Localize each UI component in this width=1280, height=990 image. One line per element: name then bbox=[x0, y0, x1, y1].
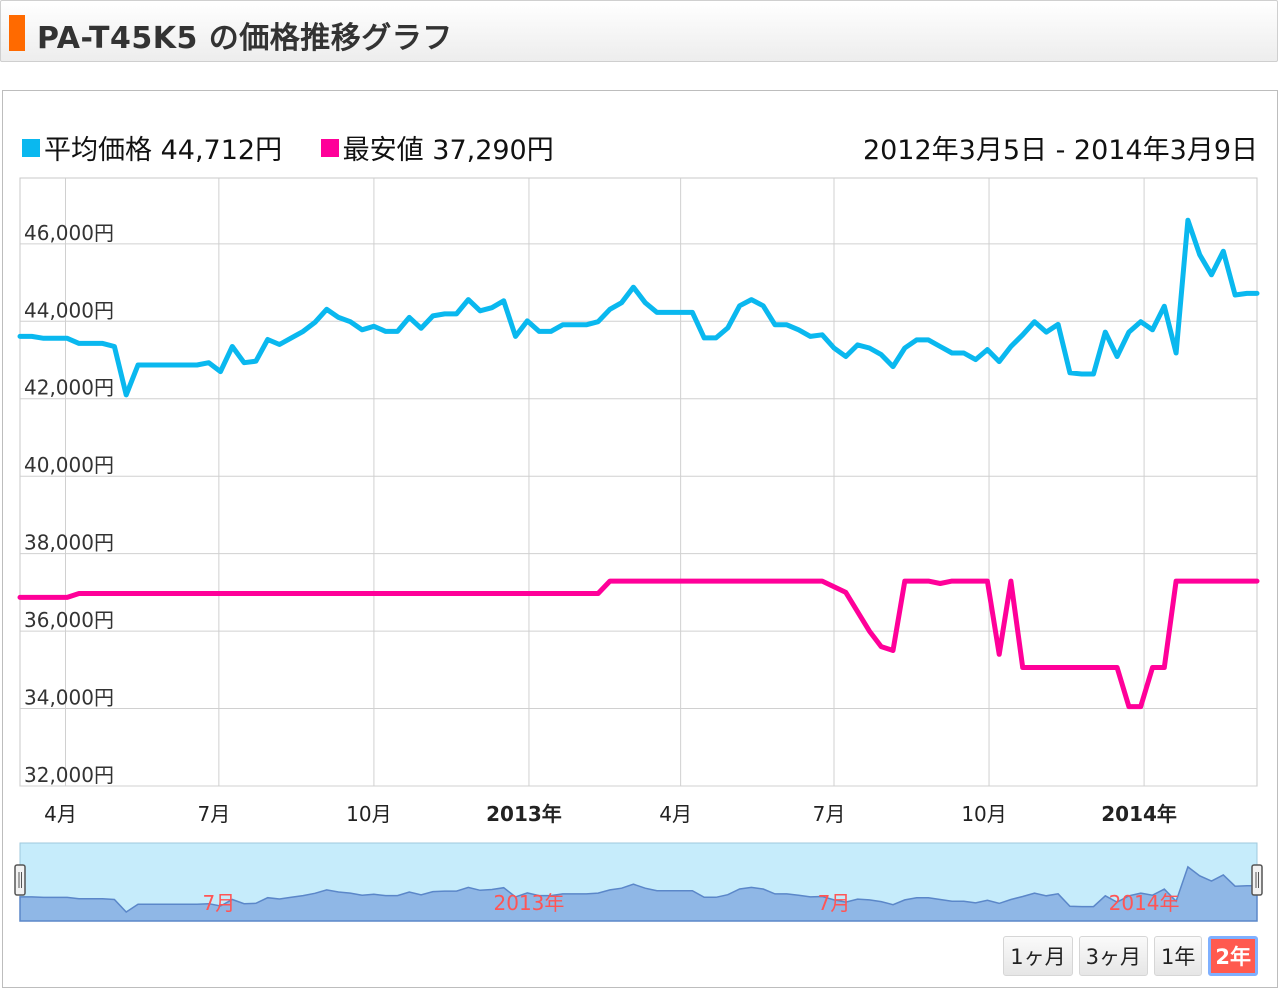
y-tick-label-2: 36,000円 bbox=[24, 608, 114, 632]
legend-avg-label: 平均価格 bbox=[44, 135, 152, 166]
navigator-label-1: 2013年 bbox=[494, 891, 565, 915]
legend-swatch-avg bbox=[22, 139, 40, 157]
page-header: PA-T45K5 の価格推移グラフ bbox=[0, 0, 1278, 62]
page-title: PA-T45K5 の価格推移グラフ bbox=[37, 21, 453, 56]
navigator-series-area bbox=[19, 865, 1258, 922]
date-range: 2012年3月5日 - 2014年3月9日 bbox=[862, 135, 1258, 166]
chart-legend: 平均価格 44,712円 最安値 37,290円 bbox=[22, 128, 584, 167]
range-selector: 1ヶ月 3ヶ月 1年 2年 bbox=[1003, 936, 1258, 976]
legend-min-label: 最安値 bbox=[342, 135, 424, 166]
x-tick-label-5: 7月 bbox=[813, 802, 846, 826]
y-tick-label-0: 32,000円 bbox=[24, 763, 114, 787]
y-tick-label-4: 40,000円 bbox=[24, 453, 114, 477]
y-tick-label-6: 44,000円 bbox=[24, 298, 114, 322]
x-tick-label-3: 2013年 bbox=[486, 802, 562, 826]
plot-area bbox=[19, 177, 1258, 787]
range-button-3[interactable]: 2年 bbox=[1208, 936, 1258, 976]
navigator-label-2: 7月 bbox=[818, 891, 851, 915]
range-button-0[interactable]: 1ヶ月 bbox=[1003, 936, 1073, 976]
y-tick-label-1: 34,000円 bbox=[24, 686, 114, 710]
legend-swatch-min bbox=[320, 139, 339, 157]
navigator-label-3: 2014年 bbox=[1109, 891, 1180, 915]
x-tick-label-6: 10月 bbox=[961, 802, 1006, 826]
y-tick-label-3: 38,000円 bbox=[24, 531, 114, 555]
legend-item-avg[interactable]: 平均価格 44,712円 bbox=[22, 135, 291, 166]
legend-min-value: 37,290円 bbox=[432, 135, 554, 166]
legend-avg-value: 44,712円 bbox=[160, 135, 283, 166]
header-accent-bar bbox=[9, 15, 25, 51]
y-tick-label-7: 46,000円 bbox=[24, 221, 114, 245]
series-line-0 bbox=[17, 217, 1260, 398]
y-tick-label-5: 42,000円 bbox=[24, 376, 114, 400]
x-tick-label-7: 2014年 bbox=[1101, 802, 1177, 826]
legend-item-min[interactable]: 最安値 37,290円 bbox=[320, 135, 554, 166]
range-button-1[interactable]: 3ヶ月 bbox=[1078, 936, 1148, 976]
navigator-label-0: 7月 bbox=[202, 891, 235, 915]
range-button-2[interactable]: 1年 bbox=[1154, 936, 1203, 976]
x-tick-label-2: 10月 bbox=[346, 802, 391, 826]
x-tick-label-4: 4月 bbox=[659, 802, 692, 826]
x-tick-label-1: 7月 bbox=[197, 802, 230, 826]
navigator-handle-right[interactable] bbox=[1251, 864, 1263, 896]
x-tick-label-0: 4月 bbox=[44, 802, 77, 826]
series-line-1 bbox=[17, 578, 1260, 710]
navigator-handle-left[interactable] bbox=[14, 864, 26, 896]
